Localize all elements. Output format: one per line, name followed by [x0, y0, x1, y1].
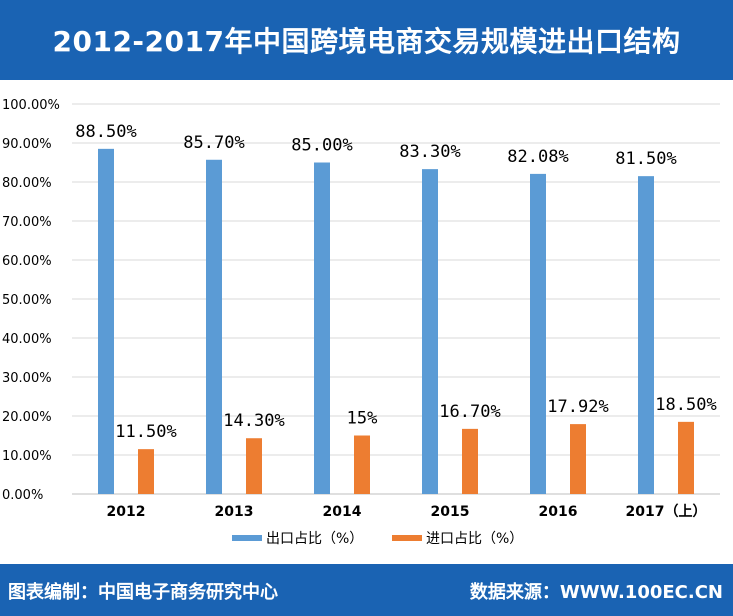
bar-export: [206, 159, 222, 494]
x-axis-ticks: 2012 2013 2014 2015 2016 2017（上）: [107, 504, 707, 520]
x-tick-label: 2013: [215, 504, 254, 520]
bar-import: [462, 428, 478, 494]
page-title: 2012-2017年中国跨境电商交易规模进出口结构: [52, 25, 681, 58]
legend-label: 出口占比（%）: [266, 531, 363, 547]
bar-import: [678, 421, 694, 494]
y-tick-label: 20.00%: [2, 410, 52, 425]
y-tick-label: 100.00%: [2, 98, 60, 113]
data-label: 82.08%: [507, 147, 568, 167]
data-label: 85.00%: [291, 136, 352, 156]
title-bar: 2012-2017年中国跨境电商交易规模进出口结构: [0, 0, 733, 80]
y-tick-label: 40.00%: [2, 332, 52, 347]
data-label: 14.30%: [223, 411, 284, 431]
y-tick-label: 90.00%: [2, 137, 52, 152]
bar-export: [314, 162, 330, 494]
bar-export: [422, 169, 438, 494]
bar-import: [138, 449, 154, 494]
bar-export: [638, 176, 654, 494]
chart-area: 0.00% 10.00% 20.00% 30.00% 40.00% 50.00% 60.00…: [0, 80, 733, 564]
y-tick-label: 50.00%: [2, 293, 52, 308]
y-tick-label: 60.00%: [2, 254, 52, 269]
data-label: 15%: [347, 409, 378, 429]
data-label: 81.50%: [615, 149, 676, 169]
y-tick-label: 0.00%: [2, 488, 43, 503]
data-labels: 88.50% 11.50% 85.70% 14.30% 85.00% 15% 83.30% 1…: [75, 122, 716, 442]
bar-import: [246, 438, 262, 494]
x-tick-label: 2012: [107, 504, 146, 520]
bar-chart: 0.00% 10.00% 20.00% 30.00% 40.00% 50.00% 60.00…: [2, 98, 720, 547]
y-tick-label: 70.00%: [2, 215, 52, 230]
x-tick-label: 2017（上）: [626, 504, 707, 520]
data-label: 11.50%: [115, 422, 176, 442]
footer-source: 数据来源：WWW.100EC.CN: [469, 582, 723, 603]
legend-swatch: [392, 535, 422, 541]
y-tick-label: 30.00%: [2, 371, 52, 386]
x-tick-label: 2015: [431, 504, 470, 520]
y-axis-ticks: 0.00% 10.00% 20.00% 30.00% 40.00% 50.00% 60.00…: [2, 98, 60, 503]
data-label: 83.30%: [399, 142, 460, 162]
data-label: 16.70%: [439, 402, 500, 422]
bars: [98, 148, 694, 494]
x-tick-label: 2014: [323, 504, 362, 520]
bar-export: [98, 148, 114, 494]
grid-lines: [72, 103, 720, 495]
footer-bar: 图表编制：中国电子商务研究中心 数据来源：WWW.100EC.CN: [0, 564, 733, 616]
bar-import: [354, 435, 370, 494]
legend: 出口占比（%） 进口占比（%）: [232, 531, 523, 547]
legend-swatch: [232, 535, 262, 541]
legend-label: 进口占比（%）: [426, 531, 523, 547]
y-tick-label: 80.00%: [2, 176, 52, 191]
data-label: 17.92%: [547, 397, 608, 417]
data-label: 85.70%: [183, 133, 244, 153]
bar-export: [530, 173, 546, 494]
y-tick-label: 10.00%: [2, 449, 52, 464]
bar-import: [570, 424, 586, 494]
data-label: 18.50%: [655, 395, 716, 415]
footer-credit: 图表编制：中国电子商务研究中心: [8, 582, 278, 603]
x-tick-label: 2016: [539, 504, 578, 520]
data-label: 88.50%: [75, 122, 136, 142]
